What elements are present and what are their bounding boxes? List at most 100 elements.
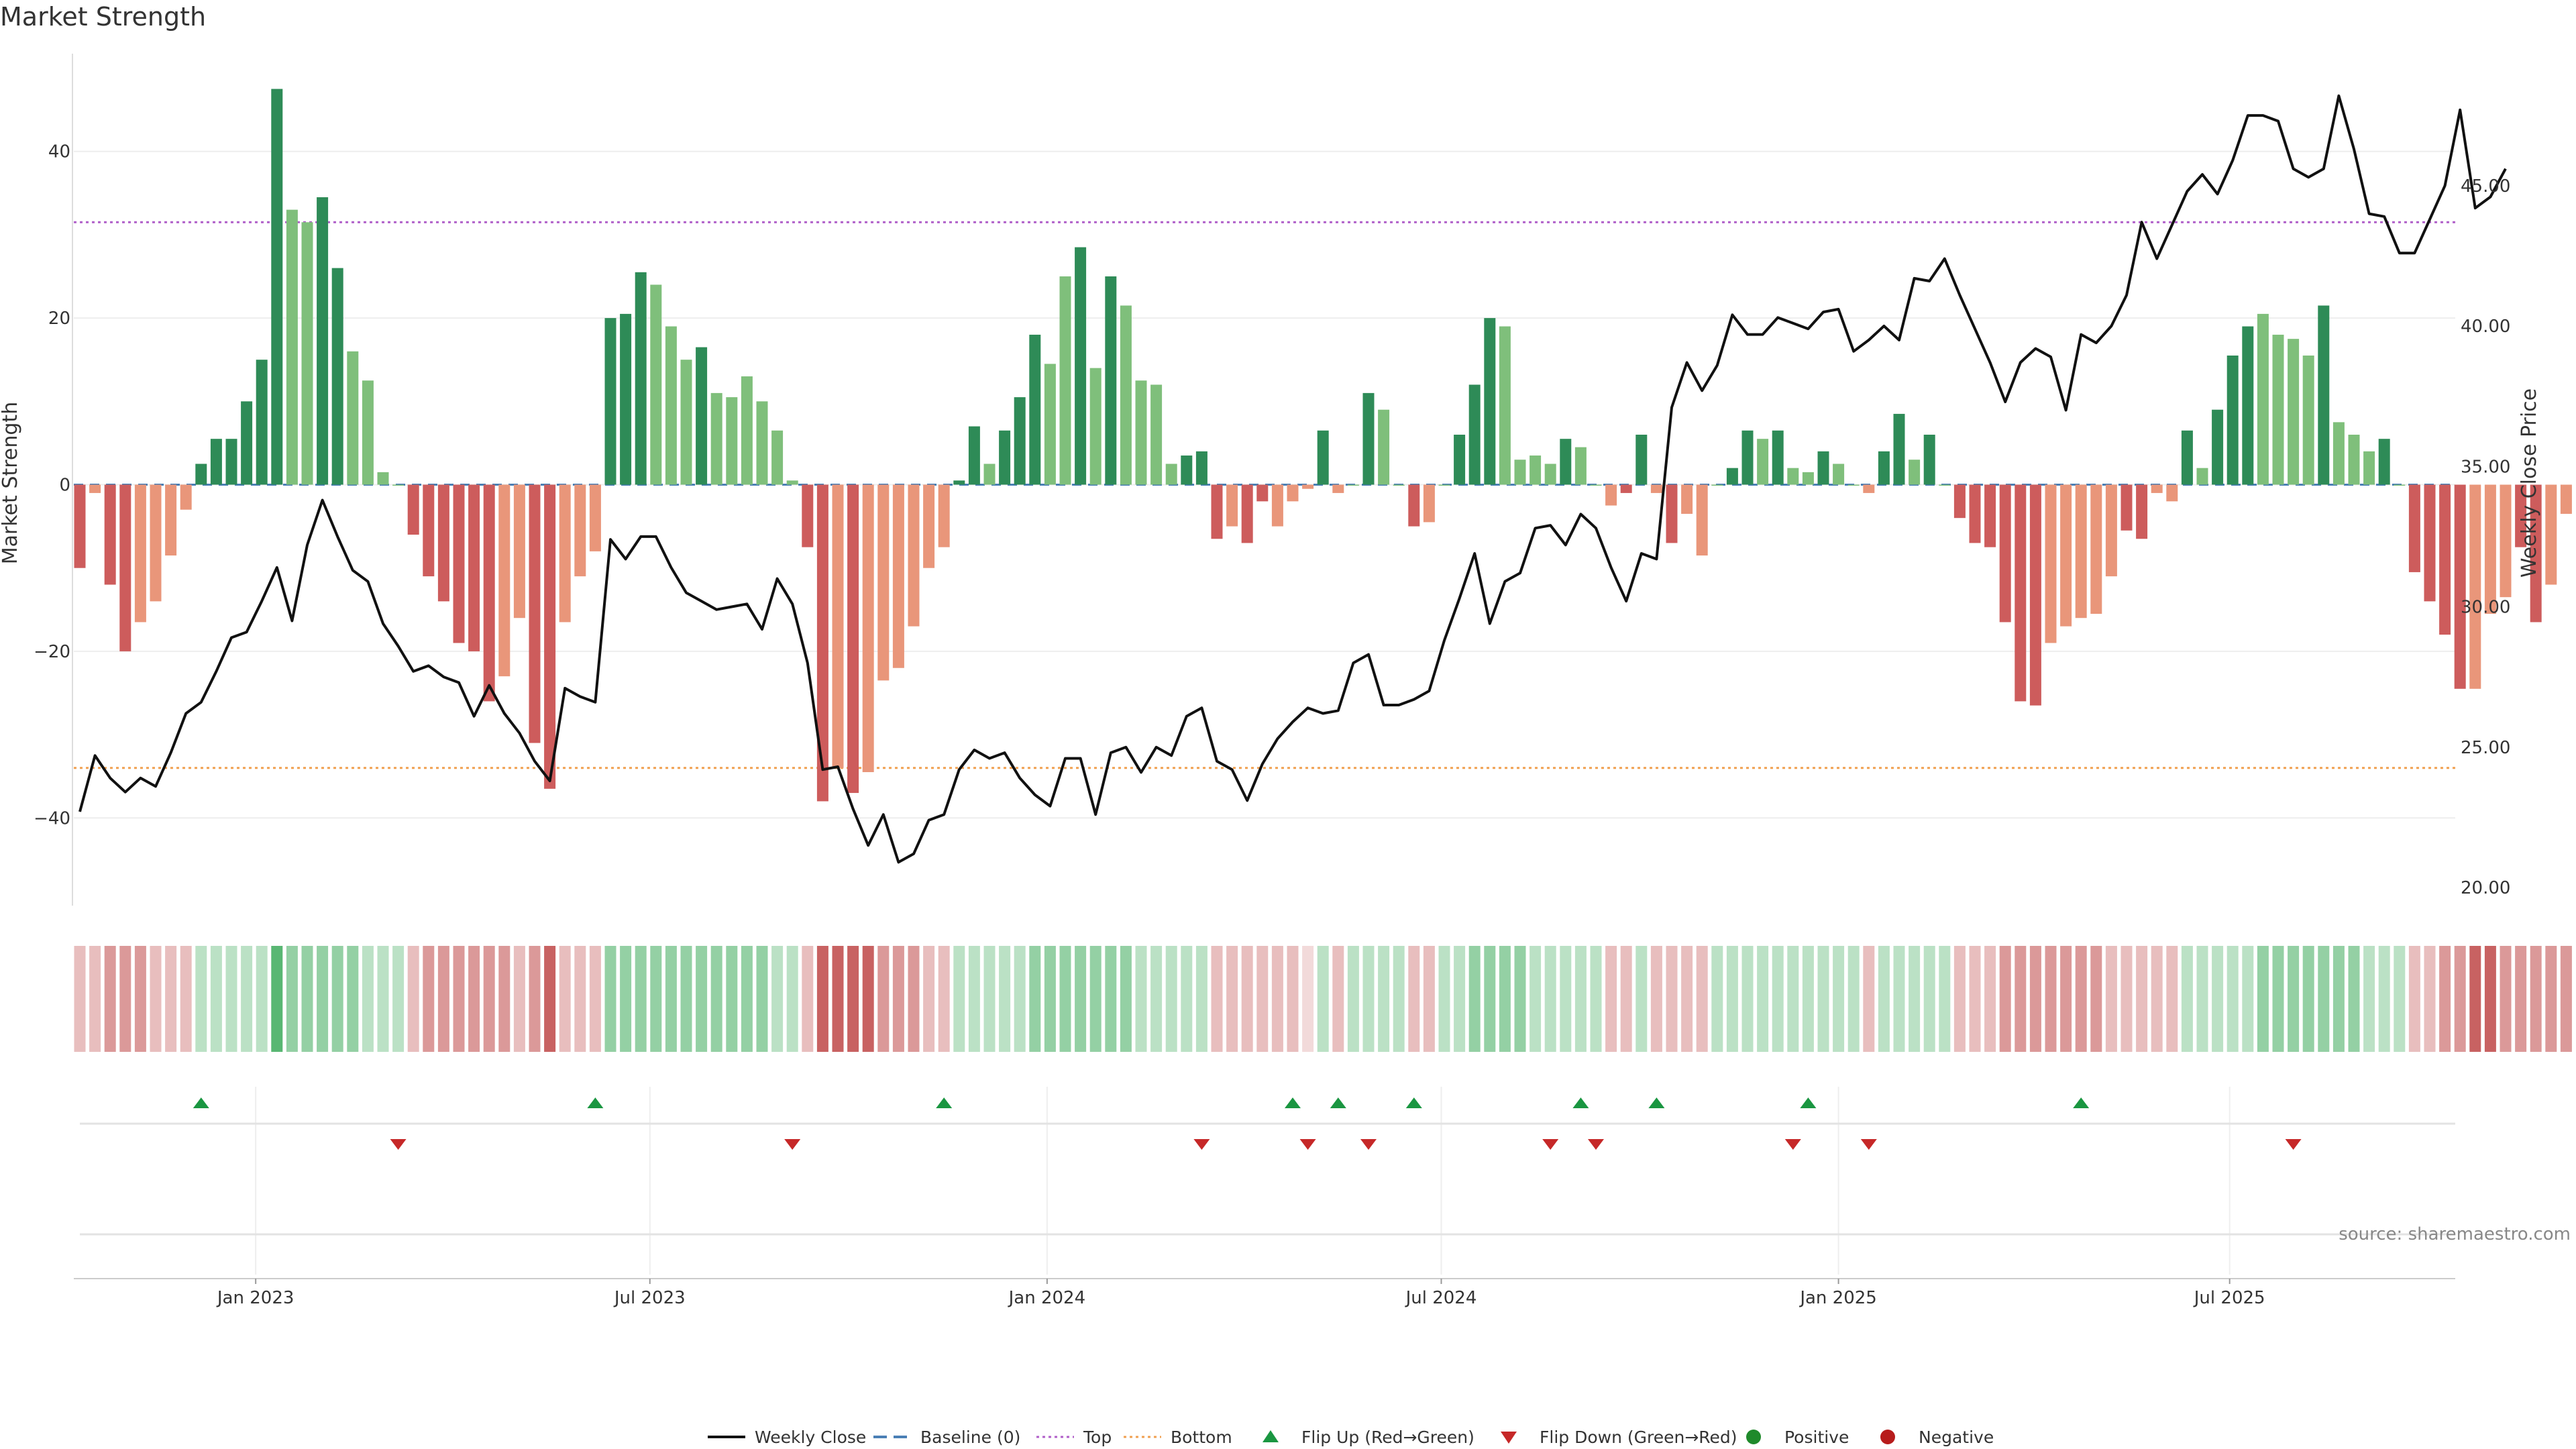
legend: Weekly Close Baseline (0) Top Bottom Flip Up… bbox=[708, 1428, 1994, 1447]
heatmap-cell bbox=[2090, 946, 2102, 1052]
strength-bar bbox=[301, 222, 313, 485]
heatmap-cell bbox=[2105, 946, 2117, 1052]
heatmap-cell bbox=[1454, 946, 1466, 1052]
heatmap-cell bbox=[347, 946, 359, 1052]
strength-bar bbox=[635, 272, 647, 485]
heatmap-cell bbox=[1044, 946, 1056, 1052]
heatmap-cell bbox=[529, 946, 541, 1052]
strength-bar bbox=[2454, 484, 2466, 689]
chart-title: Market Strength bbox=[0, 2, 206, 32]
heatmap-cell bbox=[1863, 946, 1875, 1052]
strength-bar bbox=[1650, 484, 1662, 493]
heatmap-cell bbox=[1817, 946, 1829, 1052]
heatmap-cell bbox=[317, 946, 329, 1052]
legend-item: Positive bbox=[1746, 1428, 1849, 1447]
strength-bar bbox=[816, 484, 828, 802]
strength-bar bbox=[165, 484, 177, 556]
heatmap-cell bbox=[423, 946, 435, 1052]
flip-down-marker bbox=[1588, 1139, 1604, 1150]
strength-bar bbox=[2515, 484, 2527, 547]
heatmap-cell bbox=[892, 946, 904, 1052]
heatmap-cell bbox=[301, 946, 313, 1052]
right-tick-label: 35.00 bbox=[2461, 457, 2510, 477]
heatmap-cell bbox=[1681, 946, 1693, 1052]
heatmap-cell bbox=[908, 946, 920, 1052]
x-tick-label: Jan 2024 bbox=[1008, 1288, 1086, 1308]
heatmap-cell bbox=[756, 946, 768, 1052]
strength-bar bbox=[1271, 484, 1283, 527]
strength-bar bbox=[908, 484, 920, 627]
heatmap-cell bbox=[1696, 946, 1708, 1052]
strength-bar bbox=[256, 360, 268, 485]
strength-bar bbox=[134, 484, 146, 623]
strength-bar bbox=[2318, 305, 2330, 485]
strength-bar bbox=[771, 430, 784, 485]
strength-bar bbox=[983, 464, 996, 485]
strength-bar bbox=[1256, 484, 1269, 502]
strength-bar bbox=[2242, 326, 2254, 485]
strength-bar bbox=[559, 484, 571, 623]
heatmap-cell bbox=[1317, 946, 1329, 1052]
heatmap-cell bbox=[1590, 946, 1602, 1052]
flip-up-marker bbox=[193, 1097, 209, 1108]
heatmap-cell bbox=[89, 946, 101, 1052]
heatmap-cell bbox=[1332, 946, 1344, 1052]
legend-item: Bottom bbox=[1124, 1428, 1232, 1447]
heatmap-cell bbox=[2121, 946, 2133, 1052]
strength-bar bbox=[847, 484, 859, 794]
strength-bar bbox=[1726, 468, 1738, 485]
strength-bar bbox=[2484, 484, 2496, 614]
strength-bar bbox=[2272, 334, 2284, 485]
flip-down-marker bbox=[1299, 1139, 1316, 1150]
heatmap-cell bbox=[1211, 946, 1223, 1052]
heatmap-cell bbox=[2136, 946, 2148, 1052]
heatmap-cell bbox=[938, 946, 950, 1052]
strength-bar bbox=[680, 360, 692, 485]
strength-bar bbox=[741, 376, 753, 485]
strength-bar bbox=[423, 484, 435, 577]
strength-bar bbox=[2212, 409, 2224, 485]
x-axis: Jan 2023 Jul 2023 Jan 2024 Jul 2024 Jan 2025… bbox=[74, 1278, 2455, 1308]
strength-bar bbox=[1681, 484, 1693, 514]
strength-bar bbox=[650, 284, 662, 485]
strength-bar bbox=[1150, 384, 1163, 485]
heatmap-cell bbox=[635, 946, 647, 1052]
heatmap-cell bbox=[407, 946, 419, 1052]
heatmap-cell bbox=[2257, 946, 2269, 1052]
heatmap-cell bbox=[680, 946, 692, 1052]
strength-bar bbox=[2500, 484, 2512, 598]
strength-bar bbox=[2105, 484, 2117, 577]
heatmap-cell bbox=[1423, 946, 1435, 1052]
heatmap-cell bbox=[620, 946, 632, 1052]
heatmap-cell bbox=[877, 946, 890, 1052]
strength-bar bbox=[2424, 484, 2436, 602]
strength-bar bbox=[1302, 484, 1314, 489]
strength-bar bbox=[1605, 484, 1617, 506]
strength-bar bbox=[589, 484, 601, 551]
heatmap-cell bbox=[816, 946, 828, 1052]
heatmap-cell bbox=[953, 946, 965, 1052]
heatmap-cell bbox=[2272, 946, 2284, 1052]
heatmap-cell bbox=[437, 946, 449, 1052]
strength-bar bbox=[1075, 247, 1087, 485]
strength-bar bbox=[2348, 434, 2360, 485]
heatmap-cell bbox=[832, 946, 844, 1052]
strength-bar bbox=[483, 484, 495, 702]
strength-bar bbox=[999, 430, 1011, 485]
strength-bar bbox=[923, 484, 935, 568]
strength-bar bbox=[453, 484, 465, 643]
legend-item: Baseline (0) bbox=[873, 1428, 1020, 1447]
x-tick-label: Jul 2024 bbox=[1405, 1288, 1477, 1308]
heatmap-cell bbox=[574, 946, 586, 1052]
heatmap-cell bbox=[589, 946, 601, 1052]
heatmap-cell bbox=[1635, 946, 1648, 1052]
heatmap-cell bbox=[2166, 946, 2178, 1052]
heatmap-cell bbox=[2075, 946, 2087, 1052]
heatmap-cell bbox=[741, 946, 753, 1052]
heatmap-cell bbox=[1969, 946, 1981, 1052]
heatmap-cell bbox=[802, 946, 814, 1052]
strength-bar bbox=[862, 484, 874, 772]
strength-bar bbox=[1893, 413, 1905, 485]
heatmap-cell bbox=[377, 946, 389, 1052]
